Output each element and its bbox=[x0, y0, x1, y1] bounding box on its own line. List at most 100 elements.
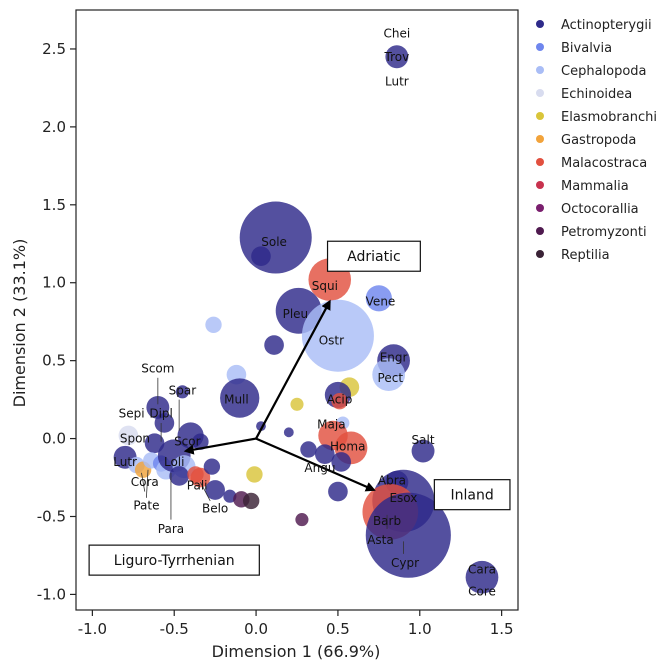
legend-label: Cephalopoda bbox=[561, 64, 647, 79]
x-tick-label: 0.0 bbox=[244, 620, 268, 638]
point-echinoidea bbox=[118, 425, 139, 446]
point-petromyzonti bbox=[295, 513, 309, 527]
legend-swatch bbox=[536, 181, 544, 189]
legend-item: Cephalopoda bbox=[536, 64, 647, 79]
y-tick-label: 2.0 bbox=[42, 118, 66, 136]
legend-swatch bbox=[536, 250, 544, 258]
point-actinopterygii bbox=[175, 385, 189, 399]
legend-label: Malacostraca bbox=[561, 156, 647, 171]
point-label: Lutr bbox=[113, 455, 137, 469]
point-label: Pali bbox=[187, 478, 208, 492]
legend-label: Octocorallia bbox=[561, 202, 639, 217]
leader-lines-layer bbox=[141, 377, 404, 554]
legend-swatch bbox=[536, 135, 544, 143]
y-tick-label: 0.5 bbox=[42, 352, 66, 370]
legend-swatch bbox=[536, 20, 544, 28]
x-tick-label: -0.5 bbox=[160, 620, 189, 638]
point-actinopterygii bbox=[283, 427, 294, 438]
x-tick-label: -1.0 bbox=[78, 620, 107, 638]
point-actinopterygii bbox=[315, 444, 335, 464]
legend-swatch bbox=[536, 43, 544, 51]
point-label: Loli bbox=[164, 455, 184, 469]
loading-arrow bbox=[255, 299, 331, 440]
point-actinopterygii bbox=[264, 335, 284, 355]
point-label: Pect bbox=[378, 371, 404, 385]
point-label: Trov bbox=[384, 50, 410, 64]
point-label: Para bbox=[158, 522, 184, 536]
x-tick-label: 1.0 bbox=[408, 620, 432, 638]
point-bivalvia bbox=[365, 285, 392, 312]
legend-swatch bbox=[536, 66, 544, 74]
point-label: Pate bbox=[133, 499, 159, 513]
y-tick-label: -0.5 bbox=[37, 507, 66, 525]
point-label: Homa bbox=[330, 439, 365, 453]
point-label: Pleu bbox=[283, 307, 309, 321]
legend-swatch bbox=[536, 112, 544, 120]
point-cephalopoda bbox=[205, 316, 222, 333]
point-label: Sepi bbox=[119, 407, 145, 421]
point-actinopterygii bbox=[146, 395, 170, 419]
point-label: Barb bbox=[373, 514, 401, 528]
point-malacostraca bbox=[331, 392, 348, 410]
point-actinopterygii bbox=[205, 480, 225, 500]
point-label: Maja bbox=[317, 418, 345, 432]
plot-frame bbox=[75, 9, 519, 611]
legend-item: Mammalia bbox=[536, 179, 629, 194]
point-label: Dipl bbox=[149, 407, 173, 421]
point-label: Sole bbox=[261, 235, 287, 249]
point-actinopterygii bbox=[223, 489, 237, 503]
x-tick-label: 0.5 bbox=[326, 620, 350, 638]
point-label: Scor bbox=[174, 435, 201, 449]
leader-line bbox=[145, 469, 149, 498]
region-box: Liguro-Tyrrhenian bbox=[88, 544, 260, 576]
legend-item: Gastropoda bbox=[536, 133, 636, 148]
legend-label: Petromyzonti bbox=[561, 225, 647, 240]
legend-label: Actinopterygii bbox=[561, 18, 652, 33]
x-axis-title: Dimension 1 (66.9%) bbox=[212, 642, 381, 661]
region-label: Inland bbox=[451, 488, 494, 504]
region-box: Adriatic bbox=[326, 240, 421, 272]
point-label: Asta bbox=[367, 533, 394, 547]
point-label: Cara bbox=[468, 562, 496, 576]
legend-swatch bbox=[536, 204, 544, 212]
point-label: Scom bbox=[141, 361, 174, 375]
point-reptilia bbox=[242, 492, 260, 510]
y-tick-label: -1.0 bbox=[37, 585, 66, 603]
point-malacostraca bbox=[190, 467, 211, 488]
point-label: Cora bbox=[131, 475, 159, 489]
legend-item: Octocorallia bbox=[536, 202, 639, 217]
legend-label: Mammalia bbox=[561, 179, 629, 194]
point-elasmobranchii bbox=[290, 397, 304, 411]
y-tick-label: 0.0 bbox=[42, 430, 66, 448]
point-cephalopoda bbox=[372, 358, 406, 392]
leader-line bbox=[200, 482, 211, 502]
y-tick-label: 1.0 bbox=[42, 274, 66, 292]
point-label: Ostr bbox=[319, 333, 344, 347]
point-label: Belo bbox=[202, 502, 228, 516]
point-actinopterygii bbox=[328, 481, 348, 502]
legend-item: Actinopterygii bbox=[536, 18, 652, 33]
legend-item: Petromyzonti bbox=[536, 225, 647, 240]
point-actinopterygii bbox=[154, 413, 175, 433]
loading-arrow bbox=[183, 437, 257, 455]
legend-item: Malacostraca bbox=[536, 156, 647, 171]
y-tick-label: 2.5 bbox=[42, 40, 66, 58]
point-actinopterygii bbox=[220, 378, 260, 418]
point-actinopterygii bbox=[411, 439, 435, 463]
legend: Actinopterygii Bivalvia Cephalopoda Echinoi… bbox=[536, 18, 656, 263]
point-actinopterygii bbox=[385, 45, 409, 69]
point-label: Salt bbox=[412, 433, 435, 447]
region-label: Adriatic bbox=[347, 249, 401, 265]
point-label: Esox bbox=[389, 491, 417, 505]
point-label: Chei bbox=[384, 26, 411, 40]
point-label: Angu bbox=[304, 461, 335, 475]
legend-item: Bivalvia bbox=[536, 41, 612, 56]
point-actinopterygii bbox=[331, 452, 352, 472]
point-actinopterygii bbox=[465, 560, 499, 594]
point-actinopterygii bbox=[169, 466, 189, 486]
legend-label: Elasmobranchii bbox=[561, 110, 656, 125]
region-boxes-layer: Adriatic Liguro-Tyrrhenian Inland bbox=[88, 240, 511, 576]
point-actinopterygii bbox=[365, 492, 451, 578]
y-tick-label: 1.5 bbox=[42, 196, 66, 214]
point-label: Lutr bbox=[385, 75, 409, 89]
